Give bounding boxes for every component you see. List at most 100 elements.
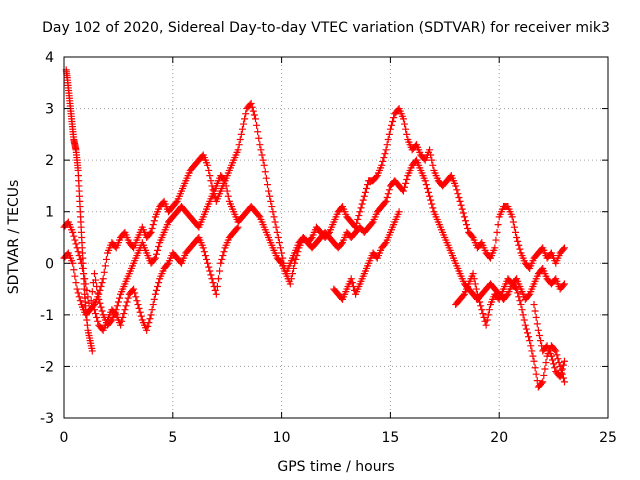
data-point (399, 115, 407, 123)
data-point (468, 232, 476, 240)
data-point (553, 351, 561, 359)
data-point (361, 188, 369, 196)
data-point (102, 255, 110, 263)
data-point (554, 355, 562, 363)
data-point (385, 186, 393, 194)
data-point (98, 307, 106, 315)
data-point (205, 166, 213, 174)
y-tick-label: 0 (45, 256, 54, 272)
data-point (354, 215, 362, 223)
data-point (556, 373, 564, 381)
data-point (133, 297, 141, 305)
data-point (503, 292, 511, 300)
data-point (216, 267, 224, 275)
data-point (271, 218, 279, 226)
data-point (206, 172, 214, 180)
data-point (515, 293, 523, 301)
data-point (558, 365, 566, 373)
data-point (214, 275, 222, 283)
data-point (532, 370, 540, 378)
data-point (154, 246, 162, 254)
data-point (555, 359, 563, 367)
data-point (85, 307, 93, 315)
data-point (152, 286, 160, 294)
data-point (201, 252, 209, 260)
x-tick-label: 0 (60, 430, 69, 446)
data-point (549, 356, 557, 364)
data-point (87, 297, 95, 305)
data-point (380, 154, 388, 162)
x-tick-label: 10 (273, 430, 291, 446)
data-point (137, 312, 145, 320)
data-point (145, 319, 153, 327)
data-point (484, 311, 492, 319)
y-axis-ticks: -3 -2 -1 0 1 2 3 4 (40, 50, 608, 427)
data-point (149, 221, 157, 229)
data-point (93, 313, 101, 321)
data-point (149, 301, 157, 309)
data-point (113, 302, 121, 310)
data-point (453, 186, 461, 194)
data-point (529, 352, 537, 360)
data-point (147, 228, 155, 236)
data-point (364, 181, 372, 189)
data-point (206, 267, 214, 275)
data-point (531, 364, 539, 372)
data-point (479, 310, 487, 318)
data-point (119, 313, 127, 321)
data-point (402, 179, 410, 187)
y-tick-label: -3 (40, 411, 54, 427)
data-point (464, 224, 472, 232)
data-point (559, 374, 567, 382)
data-point (454, 190, 462, 198)
data-point (389, 117, 397, 125)
data-point (286, 280, 294, 288)
data-point (382, 146, 390, 154)
data-point (541, 365, 549, 373)
data-point (403, 175, 411, 183)
data-point (513, 285, 521, 293)
data-point (222, 182, 230, 190)
data-point (233, 224, 241, 232)
x-tick-label: 25 (599, 430, 617, 446)
data-point (277, 258, 285, 266)
data-point (249, 107, 257, 115)
series-A (60, 99, 568, 314)
data-point (357, 204, 365, 212)
data-point (532, 313, 540, 321)
data-point (211, 286, 219, 294)
data-point (514, 237, 522, 245)
data-point (491, 244, 499, 252)
data-point (205, 263, 213, 271)
data-point (469, 270, 477, 278)
data-point (534, 326, 542, 334)
data-point (421, 177, 429, 185)
series-E (330, 208, 403, 303)
data-point (533, 377, 541, 385)
series-F (452, 270, 568, 391)
data-point (527, 342, 535, 350)
data-point (531, 307, 539, 315)
data-point (525, 333, 533, 341)
data-point (240, 120, 248, 128)
data-point (148, 306, 156, 314)
data-point (477, 302, 485, 310)
data-point (362, 185, 370, 193)
data-point (242, 110, 250, 118)
data-point (379, 157, 387, 165)
data-point (88, 288, 96, 296)
data-point (493, 228, 501, 236)
data-point (143, 326, 151, 334)
data-point (69, 259, 77, 267)
data-point (236, 136, 244, 144)
data-point (521, 321, 529, 329)
data-point (146, 315, 154, 323)
data-point (275, 239, 283, 247)
y-tick-label: 3 (45, 102, 54, 118)
data-point (559, 281, 567, 289)
data-point (348, 279, 356, 287)
data-point (378, 161, 386, 169)
data-point (459, 209, 467, 217)
data-point (199, 244, 207, 252)
data-point (386, 125, 394, 133)
